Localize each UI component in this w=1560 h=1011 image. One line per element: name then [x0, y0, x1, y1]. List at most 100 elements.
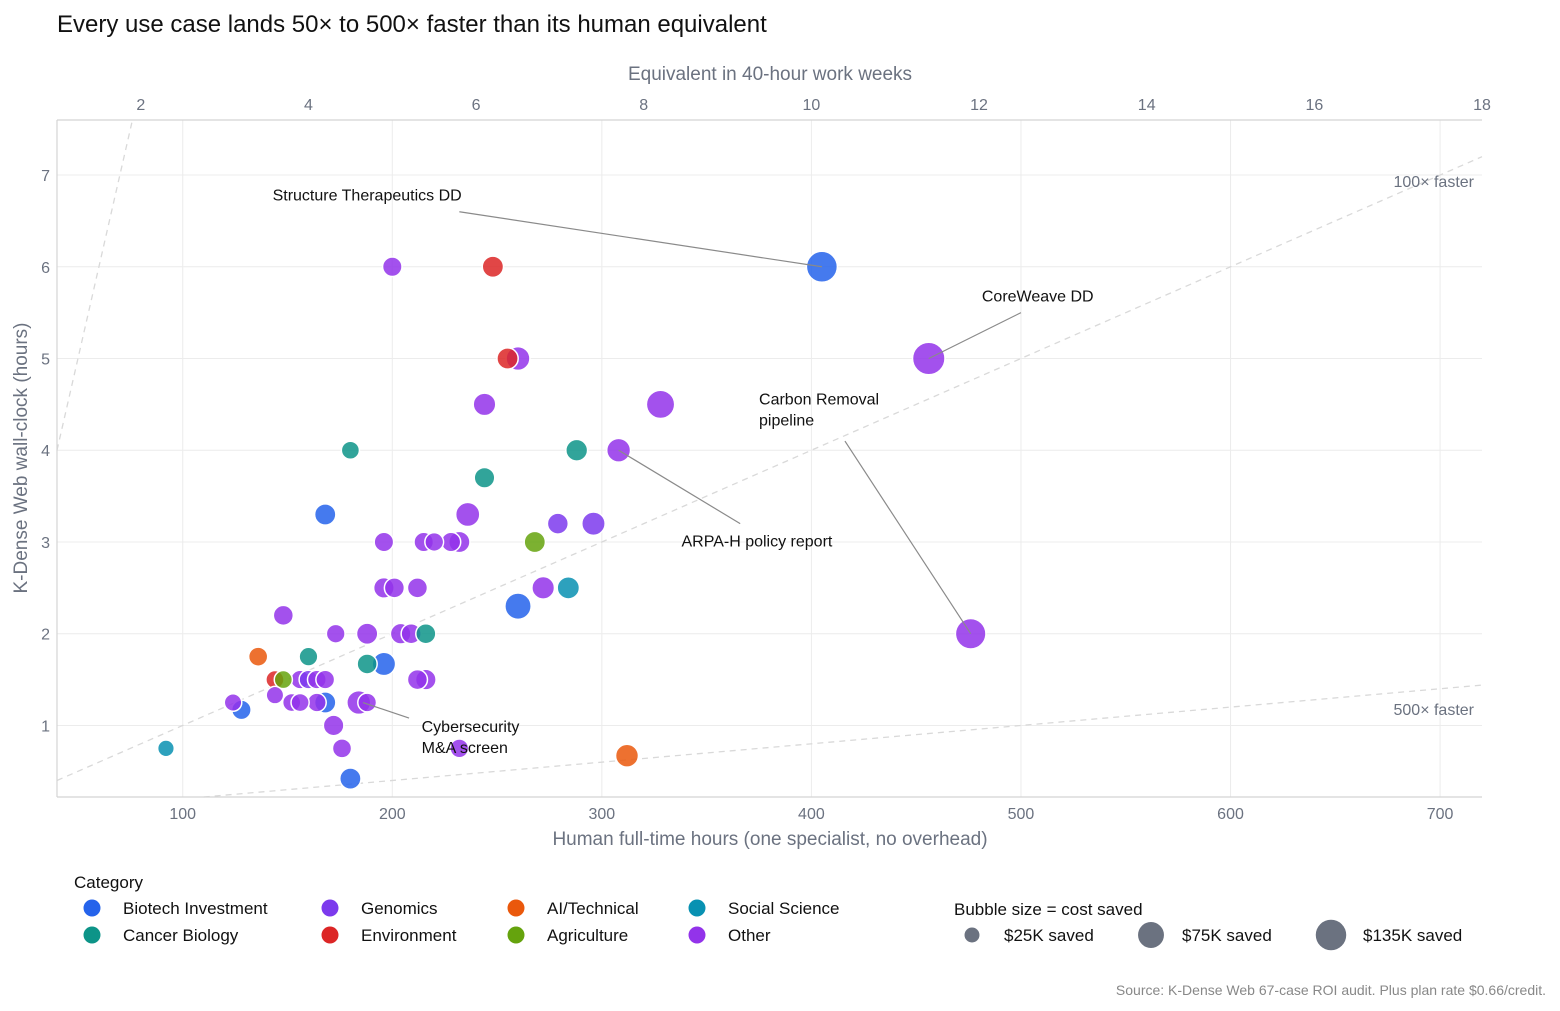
legend: Category Biotech Investment Cancer Biology…: [74, 873, 1462, 951]
bubble-point: [415, 622, 437, 645]
reference-line: [56, 119, 134, 451]
bubble-point: [614, 743, 640, 768]
size-legend-bubble: [964, 927, 980, 943]
bubble-point: [449, 738, 470, 759]
x2-tick-label: 8: [639, 97, 648, 114]
bubble-point: [472, 392, 497, 417]
x2-tick-label: 12: [970, 97, 988, 114]
bubble-point: [454, 501, 481, 528]
legend-label: Other: [728, 926, 771, 945]
bubble-point: [156, 739, 176, 758]
annotation-leader: [844, 440, 972, 635]
bubble-point: [406, 668, 429, 691]
x-tick-label: 300: [589, 806, 616, 823]
x2-tick-label: 2: [136, 97, 145, 114]
y-tick-label: 1: [41, 718, 50, 735]
x-tick-label: 500: [1008, 806, 1035, 823]
annotation-label: pipeline: [759, 412, 814, 429]
x-tick-label: 200: [379, 806, 406, 823]
legend-label: Agriculture: [547, 926, 628, 945]
bubble-point: [406, 577, 429, 599]
legend-swatch: [321, 899, 339, 917]
x-tick-label: 600: [1217, 806, 1244, 823]
bubble-point: [355, 622, 379, 646]
legend-swatch: [507, 899, 525, 917]
x2-tick-label: 18: [1473, 97, 1491, 114]
x2-tick-label: 10: [803, 97, 821, 114]
annotation-label: Carbon Removal: [759, 391, 879, 408]
annotation-label: Cybersecurity: [422, 719, 520, 736]
annotation-label: CoreWeave DD: [982, 289, 1094, 306]
bubble-point: [339, 767, 362, 791]
annotations: Structure Therapeutics DD CoreWeave DD Car…: [273, 188, 1094, 757]
bubble-point: [340, 440, 361, 461]
source-note: Source: K-Dense Web 67-case ROI audit. P…: [1116, 982, 1546, 998]
bubble-point: [273, 669, 294, 690]
bubble-point: [424, 531, 445, 553]
x-tick-label: 100: [169, 806, 196, 823]
bubble-point: [496, 347, 519, 370]
bubble-point: [298, 646, 319, 667]
bubble-point: [272, 604, 295, 627]
legend-swatch: [83, 926, 101, 944]
bubble-point: [356, 653, 378, 675]
y-tick-label: 3: [41, 535, 50, 552]
size-legend-label: $25K saved: [1004, 926, 1094, 945]
size-legend-bubble: [1138, 922, 1164, 948]
annotation-label: Structure Therapeutics DD: [273, 188, 462, 205]
annotation-leader: [362, 701, 410, 719]
legend-label: Genomics: [361, 899, 438, 918]
data-points: [156, 250, 987, 791]
bubble-point: [265, 685, 285, 705]
y-tick-label: 5: [41, 352, 50, 369]
reference-line: [203, 684, 1483, 798]
annotation-leader: [459, 211, 822, 268]
bubble-point: [247, 646, 269, 667]
bubble-point: [373, 531, 395, 553]
y-tick-label: 4: [41, 443, 50, 460]
bubble-point: [531, 575, 556, 600]
reference-line-label: 500× faster: [1394, 702, 1475, 719]
legend-title: Category: [74, 873, 143, 892]
bubble-point: [322, 714, 345, 737]
x2-tick-label: 16: [1305, 97, 1323, 114]
bubble-point: [315, 669, 336, 690]
size-legend-label: $135K saved: [1363, 926, 1462, 945]
x-axis-title: Human full-time hours (one specialist, n…: [552, 829, 987, 850]
x2-tick-label: 6: [472, 97, 481, 114]
size-legend-bubble: [1315, 919, 1347, 951]
y-tick-label: 2: [41, 627, 50, 644]
annotation-label: M&A screen: [422, 740, 508, 757]
y-tick-label: 6: [41, 260, 50, 277]
legend-label: Social Science: [728, 899, 840, 918]
legend-swatch: [83, 899, 101, 917]
x-tick-label: 700: [1427, 806, 1454, 823]
bubble-point: [306, 692, 327, 713]
bubble-point: [290, 692, 310, 713]
bubble-point: [331, 738, 353, 759]
legend-swatch: [688, 926, 706, 944]
bubble-point: [473, 466, 496, 489]
legend-label: Biotech Investment: [123, 899, 268, 918]
legend-label: Environment: [361, 926, 457, 945]
legend-swatch: [507, 926, 525, 944]
x2-tick-label: 4: [304, 97, 313, 114]
chart-title: Every use case lands 50× to 500× faster …: [57, 11, 767, 38]
x2-tick-label: 14: [1138, 97, 1156, 114]
bubble-point: [481, 255, 505, 279]
bubble-point: [546, 512, 570, 535]
bubble-point: [504, 592, 532, 621]
annotation-leader: [928, 312, 1022, 360]
bubble-point: [581, 511, 606, 537]
size-legend-title: Bubble size = cost saved: [954, 900, 1143, 919]
annotation-leader: [618, 449, 741, 525]
reference-line-label: 100× faster: [1394, 174, 1475, 191]
grid: [57, 120, 1482, 797]
bubble-point: [325, 623, 346, 644]
annotation-label: ARPA-H policy report: [681, 534, 832, 551]
bubble-point: [381, 256, 403, 278]
legend-swatch: [321, 926, 339, 944]
legend-swatch: [688, 899, 706, 917]
